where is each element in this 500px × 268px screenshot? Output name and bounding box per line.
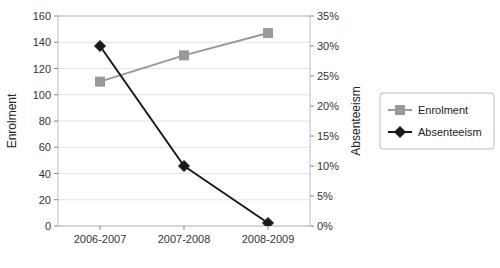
y-tick [54, 16, 58, 17]
y2-tick-label: 5% [317, 190, 333, 202]
y2-tick-label: 15% [317, 130, 339, 142]
y2-tick-label: 35% [317, 10, 339, 22]
y2-tick-label: 30% [317, 40, 339, 52]
y-tick-label: 100 [33, 89, 51, 101]
y-tick-label: 40 [39, 168, 51, 180]
plot-frame [58, 16, 310, 226]
y-tick-label: 80 [39, 115, 51, 127]
series-line [100, 46, 268, 223]
grid-line [58, 42, 310, 43]
y-axis: 0 20 40 60 80 100 120 140 160 Enrolment [5, 10, 58, 232]
y2-tick-label: 0% [317, 220, 333, 232]
grid-line [58, 68, 310, 69]
y2-tick [310, 226, 314, 227]
y-tick-label: 60 [39, 141, 51, 153]
x-axis: 2006-2007 2007-2008 2008-2009 [74, 226, 295, 245]
legend-box [380, 93, 494, 149]
series-group [95, 29, 274, 226]
y2-axis-label: Absenteeism [349, 86, 363, 155]
y2-tick [310, 76, 314, 77]
x-tick [184, 226, 185, 230]
y-tick [54, 68, 58, 69]
x-tick-label: 2006-2007 [74, 233, 127, 245]
y-tick [54, 226, 58, 227]
grid-line [58, 199, 310, 200]
y-tick-label: 160 [33, 10, 51, 22]
grid-line [58, 173, 310, 174]
series-line [100, 33, 268, 82]
y2-tick-label: 10% [317, 160, 339, 172]
x-tick-label: 2008-2009 [242, 233, 295, 245]
grid-line [58, 94, 310, 95]
y-tick [54, 94, 58, 95]
data-point [95, 41, 106, 52]
y-tick [54, 173, 58, 174]
x-tick [268, 226, 269, 230]
y-axis-label: Enrolment [5, 93, 19, 148]
data-point [180, 51, 189, 60]
y-tick-label: 140 [33, 36, 51, 48]
grid-line [58, 147, 310, 148]
y2-tick [310, 106, 314, 107]
y2-tick-label: 25% [317, 70, 339, 82]
legend-marker [396, 106, 405, 115]
legend-marker [395, 127, 406, 138]
x-tick [100, 226, 101, 230]
grid-line [58, 121, 310, 122]
y2-tick [310, 196, 314, 197]
legend-label: Enrolment [418, 104, 468, 116]
data-point [263, 218, 274, 227]
y-tick-label: 20 [39, 194, 51, 206]
y-tick [54, 121, 58, 122]
y-tick [54, 199, 58, 200]
legend-label: Absenteeism [418, 126, 482, 138]
data-point [179, 161, 190, 172]
y2-tick [310, 16, 314, 17]
y2-tick [310, 136, 314, 137]
y-tick [54, 147, 58, 148]
grid [58, 16, 310, 226]
y2-tick [310, 166, 314, 167]
y2-tick [310, 46, 314, 47]
x-tick-label: 2007-2008 [158, 233, 211, 245]
data-point [96, 77, 105, 86]
data-point [264, 29, 273, 38]
y2-tick-label: 20% [317, 100, 339, 112]
y-tick-label: 120 [33, 63, 51, 75]
legend: Enrolment Absenteeism [380, 93, 494, 149]
y-tick-label: 0 [45, 220, 51, 232]
y2-axis: 0% 5% 10% 15% 20% 25% 30% 35% Absenteeism [310, 10, 363, 232]
y-tick [54, 42, 58, 43]
chart: 0 20 40 60 80 100 120 140 160 Enrolment 0% 5% 10% 15%… [0, 0, 500, 268]
